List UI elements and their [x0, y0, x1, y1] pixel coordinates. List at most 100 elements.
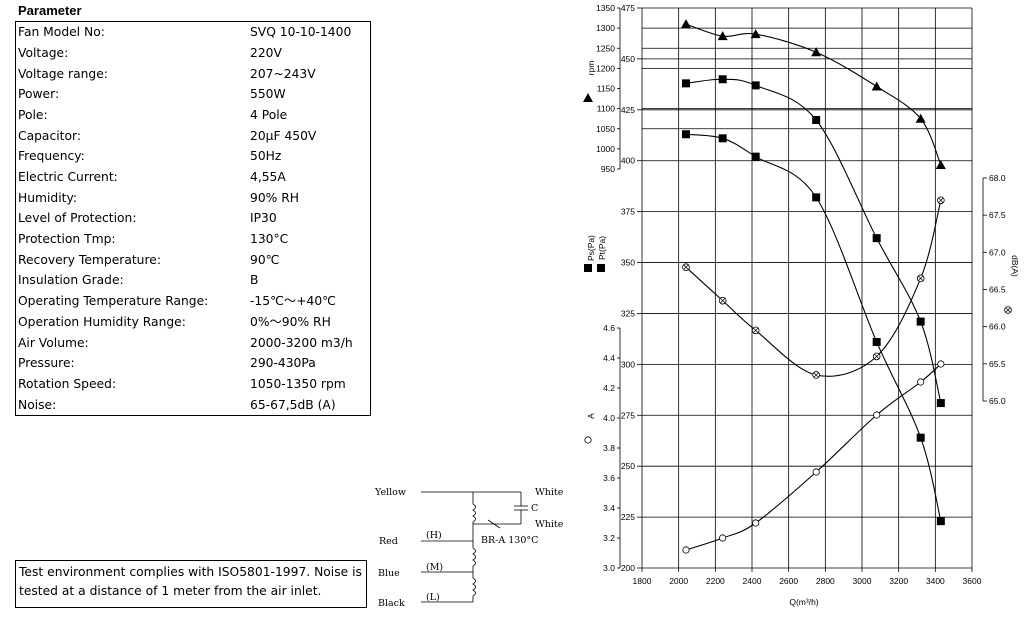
pressure-tick-label: 425 — [621, 105, 635, 115]
data-point-rpm — [915, 113, 926, 123]
parameter-value: 4 Pole — [250, 107, 288, 122]
parameter-row: Power: 550W — [16, 84, 371, 105]
pt-axis-label: Pt(Pa) — [597, 236, 607, 260]
coil-middle — [472, 547, 476, 567]
data-point-ps — [936, 517, 945, 526]
x-tick-label: 3400 — [926, 576, 945, 586]
data-point-ps — [916, 433, 925, 442]
parameter-label: Level of Protection: — [18, 211, 137, 226]
parameter-table: Fan Model No: SVQ 10-10-1400 Voltage: 220V V… — [15, 21, 371, 417]
label-capacitor: C — [531, 503, 538, 514]
noise-tick-label: 67.5 — [989, 210, 1006, 220]
data-point-current — [873, 411, 881, 419]
series-curve-current — [685, 363, 942, 551]
parameter-row: Rotation Speed: 1050-1350 rpm — [16, 374, 371, 395]
data-point-noise — [682, 263, 690, 272]
data-point-noise — [812, 371, 820, 379]
data-point-pt — [872, 234, 881, 243]
rpm-tick-label: 1000 — [596, 144, 615, 154]
series-curve-pt — [685, 78, 942, 404]
data-point-current — [812, 468, 820, 476]
parameter-row: Level of Protection: IP30 — [16, 208, 371, 229]
axis-legend-marker — [583, 93, 593, 102]
noise-tick-label: 66.5 — [989, 285, 1006, 295]
pressure-tick-label: 450 — [621, 54, 635, 64]
rpm-tick-label: 1100 — [597, 104, 616, 114]
pressure-tick-label: 375 — [621, 207, 635, 217]
data-point-rpm — [750, 29, 761, 39]
parameter-value: 1050-1350 rpm — [250, 376, 346, 391]
x-axis-label: Q(m³/h) — [789, 597, 818, 607]
coil-upper — [472, 503, 476, 523]
parameter-label: Recovery Temperature: — [18, 252, 161, 267]
parameter-row: Pressure: 290-430Pa — [16, 353, 371, 374]
current-axis-label: A — [586, 413, 596, 419]
parameter-label: Protection Tmp: — [18, 232, 116, 247]
rpm-tick-label: 1150 — [597, 84, 616, 94]
data-point-ps — [872, 337, 881, 346]
data-point-rpm — [871, 81, 882, 91]
current-tick-label: 4.0 — [603, 413, 615, 423]
pressure-tick-label: 225 — [621, 512, 635, 522]
parameter-label: Pressure: — [18, 356, 75, 371]
parameter-value: 4,55A — [250, 170, 286, 184]
parameter-value: -15℃～+40℃ — [250, 294, 336, 309]
parameter-label: Capacitor: — [18, 128, 81, 143]
pressure-tick-label: 275 — [621, 410, 635, 420]
parameter-value: 550W — [250, 87, 286, 102]
data-point-pt — [916, 317, 925, 326]
data-point-noise — [916, 274, 925, 283]
parameter-row: Operating Temperature Range: -15℃～+40℃ — [16, 291, 371, 312]
series-curve-rpm — [685, 23, 942, 166]
parameter-value: 90℃ — [250, 252, 280, 267]
parameter-row: Capacitor: 20μF 450V — [16, 125, 371, 146]
series-curve-noise — [685, 200, 942, 377]
parameter-value: IP30 — [250, 211, 277, 226]
data-point-current — [937, 360, 945, 368]
x-tick-label: 2200 — [706, 576, 725, 586]
x-tick-label: 1800 — [633, 576, 652, 586]
parameter-row: Recovery Temperature: 90℃ — [16, 250, 371, 271]
ps-axis-label: Ps(Pa) — [586, 235, 596, 261]
parameter-label: Frequency: — [18, 149, 85, 164]
axis-legend-marker — [1004, 306, 1012, 314]
rpm-tick-label: 950 — [601, 164, 615, 174]
pressure-tick-label: 250 — [621, 461, 635, 471]
x-tick-label: 3200 — [889, 576, 908, 586]
data-point-current — [682, 546, 690, 554]
data-point-ps — [751, 152, 760, 161]
current-tick-label: 3.2 — [603, 533, 615, 543]
label-white-top: White — [535, 487, 564, 498]
data-point-pt — [682, 79, 690, 88]
rpm-axis-label: rpm — [586, 61, 596, 76]
parameter-label: Voltage range: — [18, 66, 108, 81]
data-point-current — [917, 378, 925, 386]
parameter-label: Electric Current: — [18, 170, 118, 184]
rpm-tick-label: 1200 — [596, 63, 615, 73]
parameter-label: Operation Humidity Range: — [18, 314, 186, 329]
parameter-row: Voltage: 220V — [16, 43, 371, 64]
pressure-tick-label: 400 — [621, 156, 635, 166]
breaker-mark — [487, 519, 501, 529]
current-tick-label: 3.8 — [603, 443, 615, 453]
noise-tick-label: 66.0 — [989, 322, 1006, 332]
parameter-label: Pole: — [18, 107, 48, 122]
axis-legend-marker — [584, 436, 592, 444]
parameter-value: 90% RH — [250, 190, 300, 205]
parameter-row: Pole: 4 Pole — [16, 105, 371, 126]
current-tick-label: 4.6 — [603, 323, 615, 333]
rpm-tick-label: 1050 — [596, 124, 615, 134]
data-point-noise — [937, 196, 945, 205]
parameter-label: Rotation Speed: — [18, 376, 117, 391]
parameter-label: Air Volume: — [18, 335, 89, 350]
parameter-row: Electric Current: 4,55A — [16, 167, 371, 188]
x-tick-label: 3600 — [963, 576, 982, 586]
parameter-value: SVQ 10-10-1400 — [250, 25, 352, 40]
parameter-row: Protection Tmp: 130°C — [16, 229, 371, 250]
rpm-tick-label: 1300 — [596, 23, 615, 33]
current-tick-label: 4.2 — [603, 383, 615, 393]
data-point-rpm — [811, 47, 822, 57]
parameter-value: 0%～90% RH — [250, 314, 331, 329]
data-point-pt — [718, 75, 727, 84]
